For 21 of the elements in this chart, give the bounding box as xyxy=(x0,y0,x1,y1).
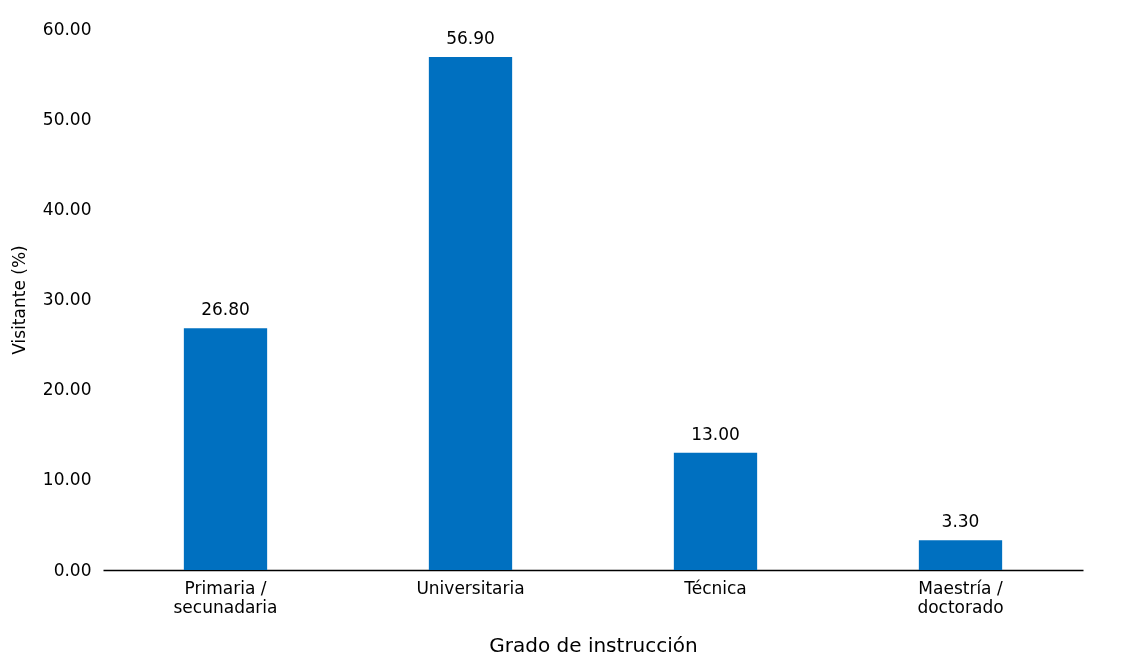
data-label: 13.00 xyxy=(691,423,740,444)
y-tick-label: 10.00 xyxy=(42,469,92,490)
y-tick-label: 0.00 xyxy=(53,559,92,580)
y-tick-label: 50.00 xyxy=(42,108,92,129)
bar xyxy=(183,328,268,570)
x-tick-label: Primaria / secunadaria xyxy=(173,577,278,617)
data-label: 26.80 xyxy=(201,299,250,320)
bar xyxy=(918,540,1003,570)
x-tick-label: Técnica xyxy=(683,577,747,598)
y-tick-label: 40.00 xyxy=(42,198,92,219)
x-tick-label: Maestría / doctorado xyxy=(917,577,1004,617)
x-tick-label: Universitaria xyxy=(416,577,525,598)
x-axis-title: Grado de instrucción xyxy=(489,632,698,657)
y-axis-title: Visitante (%) xyxy=(8,245,29,355)
y-tick-label: 30.00 xyxy=(42,289,92,309)
y-tick-label: 60.00 xyxy=(42,18,92,39)
data-label: 3.30 xyxy=(941,511,980,532)
y-tick-label: 20.00 xyxy=(42,379,92,400)
bar xyxy=(428,56,513,570)
bar xyxy=(673,452,758,570)
data-label: 56.90 xyxy=(446,27,495,48)
